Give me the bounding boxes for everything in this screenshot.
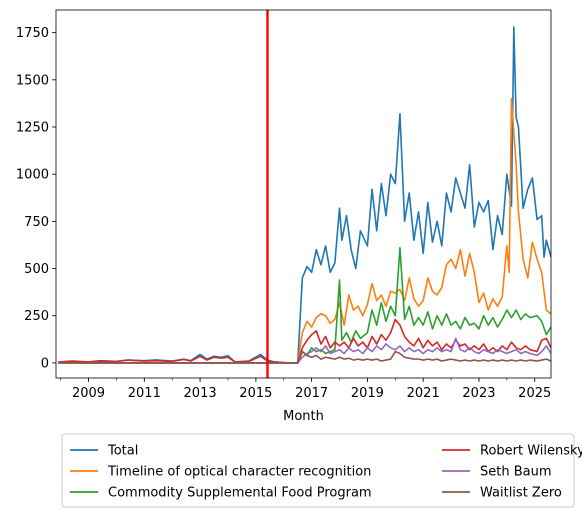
x-tick-label: 2015 (239, 386, 272, 401)
legend: Total Timeline of optical character recog… (61, 433, 582, 508)
plot-area (58, 10, 551, 378)
y-tick-label: 1000 (16, 168, 49, 183)
legend-label: Seth Baum (480, 465, 552, 480)
x-tick-label: 2009 (72, 386, 105, 401)
x-axis: 2009 2011 2013 2015 2017 2019 2021 2023 2025 (60, 378, 551, 401)
legend-label: Waitlist Zero (480, 486, 562, 501)
series-line-4 (58, 337, 551, 364)
legend-box (61, 433, 575, 508)
x-tick-label: 2025 (518, 386, 551, 401)
y-tick-label: 1750 (16, 26, 49, 41)
series-line-2 (58, 246, 551, 364)
x-tick-label: 2017 (295, 386, 328, 401)
legend-label: Commodity Supplemental Food Program (108, 486, 372, 501)
x-tick-label: 2021 (407, 386, 440, 401)
x-tick-label: 2023 (462, 386, 495, 401)
y-tick-label: 1500 (16, 73, 49, 88)
legend-label: Total (107, 444, 138, 459)
y-tick-label: 750 (24, 215, 49, 230)
y-tick-label: 250 (24, 309, 49, 324)
series-line-1 (58, 97, 551, 364)
legend-label: Timeline of optical character recognitio… (107, 465, 371, 480)
legend-label: Robert Wilensky (480, 444, 582, 459)
series-line-5 (58, 350, 551, 364)
x-axis-label: Month (283, 409, 324, 424)
y-tick-label: 1250 (16, 121, 49, 136)
x-tick-label: 2019 (351, 386, 384, 401)
y-tick-label: 0 (41, 356, 49, 371)
series-line-0 (58, 26, 551, 364)
x-tick-label: 2013 (184, 386, 217, 401)
y-axis: 0 250 500 750 1000 1250 1500 1750 (16, 26, 56, 371)
plot-frame (55, 9, 552, 379)
y-tick-label: 500 (24, 262, 49, 277)
x-tick-label: 2011 (128, 386, 161, 401)
series-line-3 (58, 318, 551, 364)
